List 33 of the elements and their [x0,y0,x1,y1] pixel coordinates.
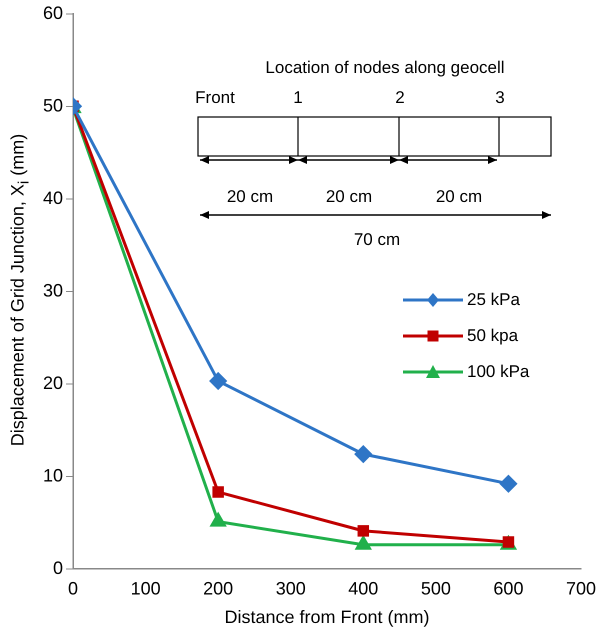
y-tick-label: 0 [53,558,64,578]
legend-label: 50 kpa [467,326,518,346]
point [358,525,370,537]
x-tick-label: 400 [348,578,378,599]
annotation: 20 cm [326,187,372,207]
y-tick-label: 40 [42,188,64,208]
legend-label: 100 kPa [467,362,530,382]
x-tick-label: 600 [493,578,524,599]
annotation: 3 [495,88,505,108]
y-tick-label: 60 [42,2,64,23]
point [212,486,224,498]
x-tick-label: 500 [420,578,451,599]
legend-label: 25 kPa [467,290,520,310]
x-tick-label: 700 [566,578,596,599]
point [500,475,517,492]
x-tick-label: 100 [130,578,161,599]
annotation: 20 cm [436,187,482,207]
x-tick-label: 300 [276,578,306,599]
annotation: 1 [293,88,303,108]
y-tick-label: 20 [42,372,64,393]
x-tick-label: 0 [68,578,78,599]
x-axis-title: Distance from Front (mm) [224,607,430,628]
y-tick-label: 30 [42,280,64,300]
annotation: 2 [395,88,405,108]
point [354,446,372,463]
x-tick-label: 200 [203,578,234,599]
point [210,372,227,390]
annotation: 20 cm [226,187,274,207]
y-tick-label: 10 [42,465,64,486]
annotation: Front [195,88,235,108]
annotation: Location of nodes along geocell [265,58,505,78]
y-tick-label: 50 [42,95,64,116]
annotation: 70 cm [354,230,400,250]
